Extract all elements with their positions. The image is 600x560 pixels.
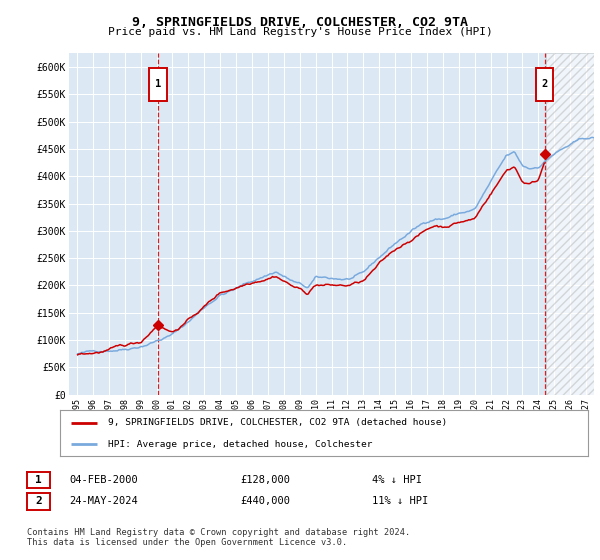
FancyBboxPatch shape [149, 68, 167, 101]
Text: 4% ↓ HPI: 4% ↓ HPI [372, 475, 422, 485]
Text: 04-FEB-2000: 04-FEB-2000 [69, 475, 138, 485]
Text: Contains HM Land Registry data © Crown copyright and database right 2024.
This d: Contains HM Land Registry data © Crown c… [27, 528, 410, 547]
FancyBboxPatch shape [536, 68, 553, 101]
Text: 11% ↓ HPI: 11% ↓ HPI [372, 496, 428, 506]
Text: 1: 1 [155, 80, 161, 90]
Bar [546, 53, 594, 395]
Text: £440,000: £440,000 [240, 496, 290, 506]
Text: 9, SPRINGFIELDS DRIVE, COLCHESTER, CO2 9TA (detached house): 9, SPRINGFIELDS DRIVE, COLCHESTER, CO2 9… [107, 418, 447, 427]
Text: £128,000: £128,000 [240, 475, 290, 485]
Text: HPI: Average price, detached house, Colchester: HPI: Average price, detached house, Colc… [107, 440, 372, 449]
Text: 9, SPRINGFIELDS DRIVE, COLCHESTER, CO2 9TA: 9, SPRINGFIELDS DRIVE, COLCHESTER, CO2 9… [132, 16, 468, 29]
Text: 2: 2 [541, 80, 548, 90]
Text: 2: 2 [35, 496, 42, 506]
Text: 24-MAY-2024: 24-MAY-2024 [69, 496, 138, 506]
Text: Price paid vs. HM Land Registry's House Price Index (HPI): Price paid vs. HM Land Registry's House … [107, 27, 493, 37]
Text: 1: 1 [35, 475, 42, 485]
